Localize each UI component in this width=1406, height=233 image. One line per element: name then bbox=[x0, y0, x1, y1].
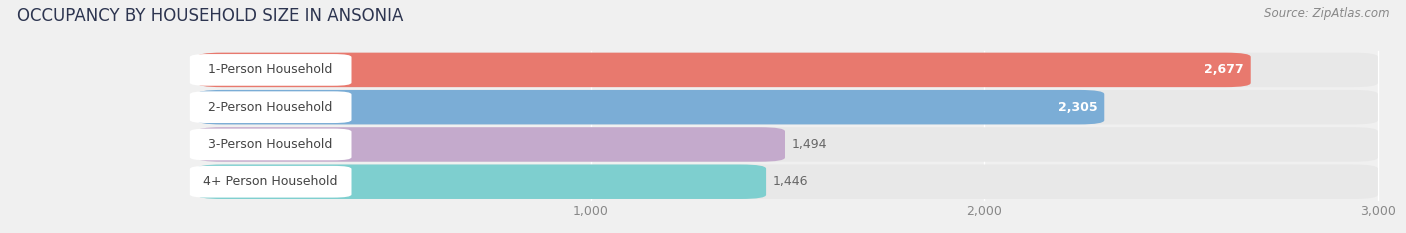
Text: 1,494: 1,494 bbox=[792, 138, 828, 151]
Text: 2-Person Household: 2-Person Household bbox=[208, 101, 333, 114]
Text: 3,000: 3,000 bbox=[1360, 205, 1396, 218]
Text: 1,000: 1,000 bbox=[572, 205, 609, 218]
Text: 2,305: 2,305 bbox=[1057, 101, 1097, 114]
Text: 2,677: 2,677 bbox=[1204, 63, 1244, 76]
Text: 3-Person Household: 3-Person Household bbox=[208, 138, 333, 151]
Text: 4+ Person Household: 4+ Person Household bbox=[204, 175, 337, 188]
Text: 1-Person Household: 1-Person Household bbox=[208, 63, 333, 76]
Text: 1,446: 1,446 bbox=[773, 175, 808, 188]
Text: OCCUPANCY BY HOUSEHOLD SIZE IN ANSONIA: OCCUPANCY BY HOUSEHOLD SIZE IN ANSONIA bbox=[17, 7, 404, 25]
Text: 2,000: 2,000 bbox=[966, 205, 1002, 218]
Text: Source: ZipAtlas.com: Source: ZipAtlas.com bbox=[1264, 7, 1389, 20]
